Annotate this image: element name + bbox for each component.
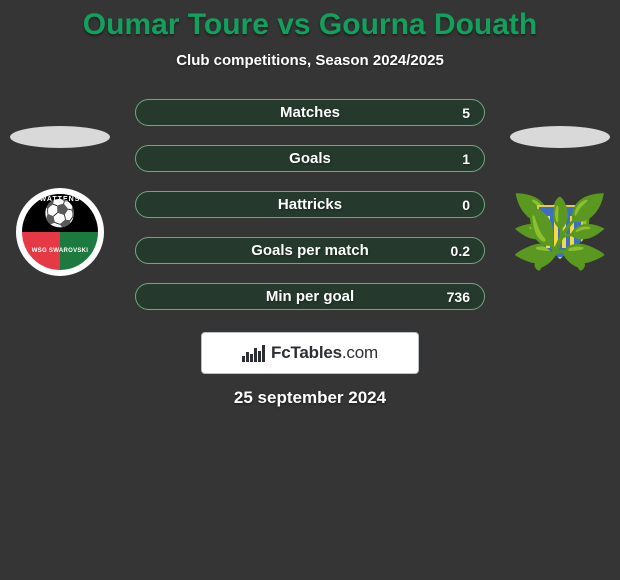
fctables-brand[interactable]: FcTables.com [201,332,419,374]
subtitle: Club competitions, Season 2024/2025 [0,52,620,69]
bar-chart-icon [242,345,267,362]
stat-value: 0 [462,197,470,213]
stat-value: 0.2 [451,243,470,259]
stat-row: Matches 5 [135,99,485,126]
stat-row: Hattricks 0 [135,191,485,218]
stat-label: Min per goal [266,288,354,305]
brand-text: FcTables.com [271,343,378,363]
stat-label: Goals per match [251,242,369,259]
stat-row: Min per goal 736 [135,283,485,310]
stat-label: Matches [280,104,340,121]
date-text: 25 september 2024 [0,388,620,408]
stat-value: 5 [462,105,470,121]
right-club-logo: 🌿 🌿 [516,188,604,276]
stat-value: 736 [447,289,470,305]
left-flag-ellipse [10,126,110,148]
stat-row: Goals per match 0.2 [135,237,485,264]
stat-label: Hattricks [278,196,342,213]
stat-value: 1 [462,151,470,167]
left-club-logo: WATTENS ⚽ WSG SWAROVSKI [16,188,104,276]
right-flag-ellipse [510,126,610,148]
stat-list: Matches 5 Goals 1 Hattricks 0 Goals per match 0… [135,99,485,310]
left-club-bottom-text: WSG SWAROVSKI [22,232,98,270]
laurel-right-icon: 🌿 [523,197,610,267]
stat-row: Goals 1 [135,145,485,172]
page-title: Oumar Toure vs Gourna Douath [0,0,620,42]
left-player-column: WATTENS ⚽ WSG SWAROVSKI [10,126,110,276]
soccer-ball-icon: ⚽ [44,200,76,226]
right-player-column: 🌿 🌿 [510,126,610,276]
stat-label: Goals [289,150,331,167]
